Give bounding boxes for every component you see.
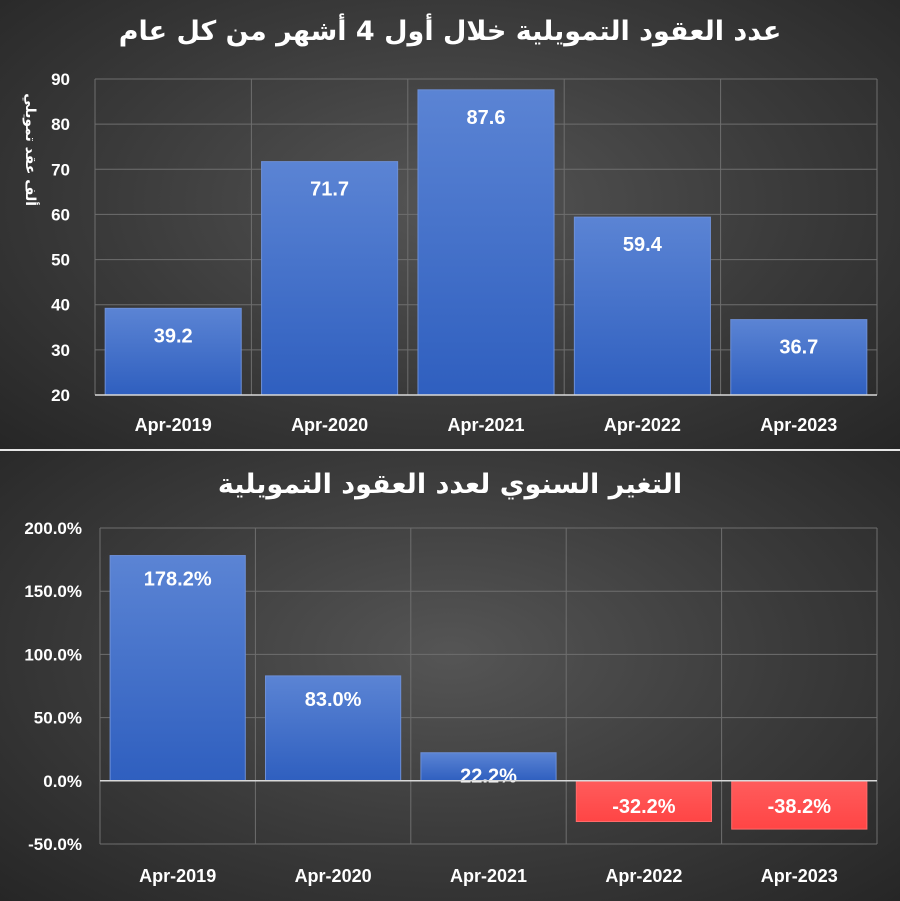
bar	[573, 216, 711, 396]
y-tick-label: 50	[51, 251, 70, 270]
chart-panel-change: التغير السنوي لعدد العقود التمويلية -50.…	[0, 451, 900, 901]
data-label: 83.0%	[305, 689, 362, 711]
x-tick-label: Apr-2021	[447, 415, 524, 435]
x-tick-label: Apr-2022	[604, 415, 681, 435]
chart-panel-count: عدد العقود التمويلية خلال أول 4 أشهر من …	[0, 0, 900, 449]
data-label: -38.2%	[768, 796, 832, 818]
y-tick-label: 60	[51, 205, 70, 224]
data-label: 39.2	[154, 325, 193, 347]
x-tick-label: Apr-2021	[450, 866, 527, 886]
bar	[575, 780, 712, 823]
x-tick-label: Apr-2023	[761, 866, 838, 886]
chart-title: التغير السنوي لعدد العقود التمويلية	[217, 469, 683, 500]
bar-chart-change: -50.0% 0.0% 50.0% 100.0% 150.0% 200.0% 178.2% A…	[24, 519, 878, 886]
y-tick-label: 80	[51, 115, 70, 134]
chart-title: عدد العقود التمويلية خلال أول 4 أشهر من …	[118, 16, 782, 47]
y-tick-label: 50.0%	[34, 709, 82, 728]
x-tick-label: Apr-2019	[139, 866, 216, 886]
bar	[417, 89, 555, 396]
bar	[730, 319, 868, 396]
data-label: 71.7	[310, 179, 349, 201]
bar	[104, 307, 242, 396]
x-tick-label: Apr-2023	[760, 415, 837, 435]
x-tick-label: Apr-2022	[605, 866, 682, 886]
bar-chart-count: 20 30 40 50 60 70 80 90 39.2 Apr-2019 71.7 Apr-2020…	[51, 70, 878, 435]
bar	[265, 675, 402, 782]
data-label: 87.6	[467, 107, 506, 129]
y-tick-label: 100.0%	[24, 645, 82, 664]
y-tick-label: 200.0%	[24, 519, 82, 538]
y-tick-label: 90	[51, 70, 70, 89]
bar	[731, 780, 868, 830]
data-label: -32.2%	[612, 796, 676, 818]
data-label: 178.2%	[144, 569, 212, 591]
x-tick-label: Apr-2019	[135, 415, 212, 435]
x-tick-label: Apr-2020	[295, 866, 372, 886]
data-label: 59.4	[623, 234, 663, 256]
panel-divider	[0, 449, 900, 451]
y-tick-label: -50.0%	[28, 835, 82, 854]
data-label: 36.7	[779, 337, 818, 359]
bar	[109, 555, 246, 782]
data-label: 22.2%	[460, 766, 517, 788]
y-tick-label: 70	[51, 160, 70, 179]
x-tick-label: Apr-2020	[291, 415, 368, 435]
y-tick-label: 20	[51, 386, 70, 405]
y-tick-label: 40	[51, 296, 70, 315]
y-tick-label: 150.0%	[24, 582, 82, 601]
y-tick-label: 0.0%	[43, 772, 82, 791]
y-tick-label: 30	[51, 341, 70, 360]
bar	[261, 161, 399, 396]
bar	[420, 752, 557, 782]
